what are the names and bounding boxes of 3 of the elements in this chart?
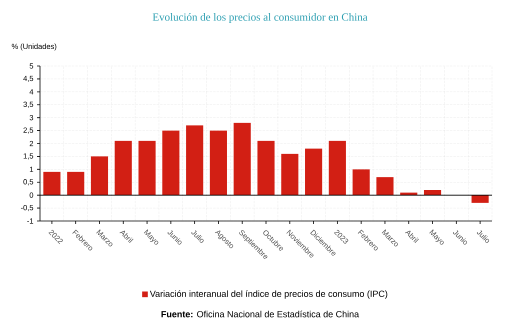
chart-title: Evolución de los precios al consumidor en China: [152, 13, 368, 23]
legend-label: Variación interanual del índice de precios de consumo (IPC): [150, 290, 388, 299]
text: Fuente: Oficina Nacional de Estadística de China: [162, 310, 360, 318]
